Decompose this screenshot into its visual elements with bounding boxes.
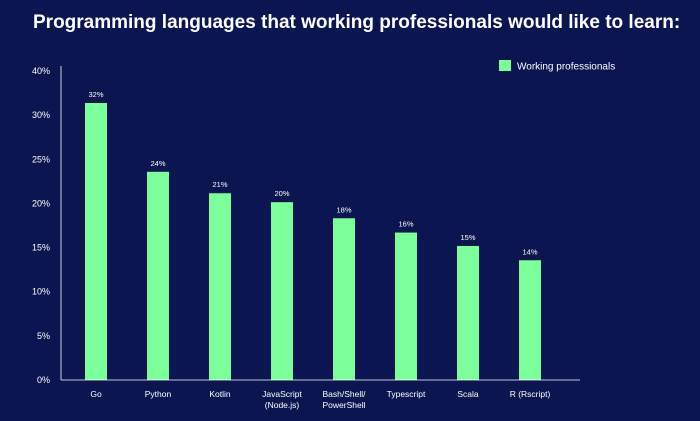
bar-value-label: 32% (88, 90, 103, 99)
x-category-label: Scala (457, 389, 479, 399)
y-tick-label: 0% (37, 375, 50, 385)
bar-value-label: 21% (212, 180, 227, 189)
bars (85, 103, 541, 380)
bar (457, 245, 479, 380)
x-category-label: Bash/Shell/PowerShell (323, 389, 367, 410)
bar-value-label: 18% (336, 205, 351, 214)
x-axis: Go Python Kotlin JavaScript (Node.js) Bash/Sh… (61, 379, 580, 410)
bar (519, 260, 541, 380)
legend: Working professionals (499, 60, 615, 73)
y-tick-label: 25% (32, 154, 50, 164)
bar (395, 232, 417, 380)
x-category-label: JavaScript (Node.js) (262, 389, 302, 410)
bar (333, 218, 355, 380)
y-tick-label: 40% (32, 66, 50, 76)
x-category-label: Python (145, 389, 172, 399)
y-tick-label: 5% (37, 331, 50, 341)
bar-value-label: 24% (150, 159, 165, 168)
bar (209, 193, 231, 380)
bar-value-label: 15% (460, 233, 475, 242)
x-category-label: Typescript (387, 389, 426, 399)
y-tick-label: 20% (32, 198, 50, 208)
x-category-label: Go (90, 389, 102, 399)
y-tick-label: 30% (32, 110, 50, 120)
bar-value-label: 16% (398, 220, 413, 229)
legend-swatch (499, 60, 511, 71)
bar (271, 202, 293, 380)
value-labels: 32% 24% 21% 20% 18% 16% 15% 14% (88, 90, 537, 256)
bar (85, 103, 107, 380)
x-category-label: Kotlin (209, 389, 231, 399)
bar-value-label: 14% (522, 247, 537, 256)
x-category-label: R (Rscript) (510, 389, 551, 399)
bar (147, 171, 169, 380)
legend-label: Working professionals (517, 62, 615, 73)
y-axis: 0% 5% 10% 15% 20% 25% 30% 40% (32, 66, 62, 385)
bar-value-label: 20% (274, 189, 289, 198)
y-tick-label: 10% (32, 287, 50, 297)
y-tick-label: 15% (32, 243, 50, 253)
chart-title: Programming languages that working profe… (33, 12, 681, 33)
